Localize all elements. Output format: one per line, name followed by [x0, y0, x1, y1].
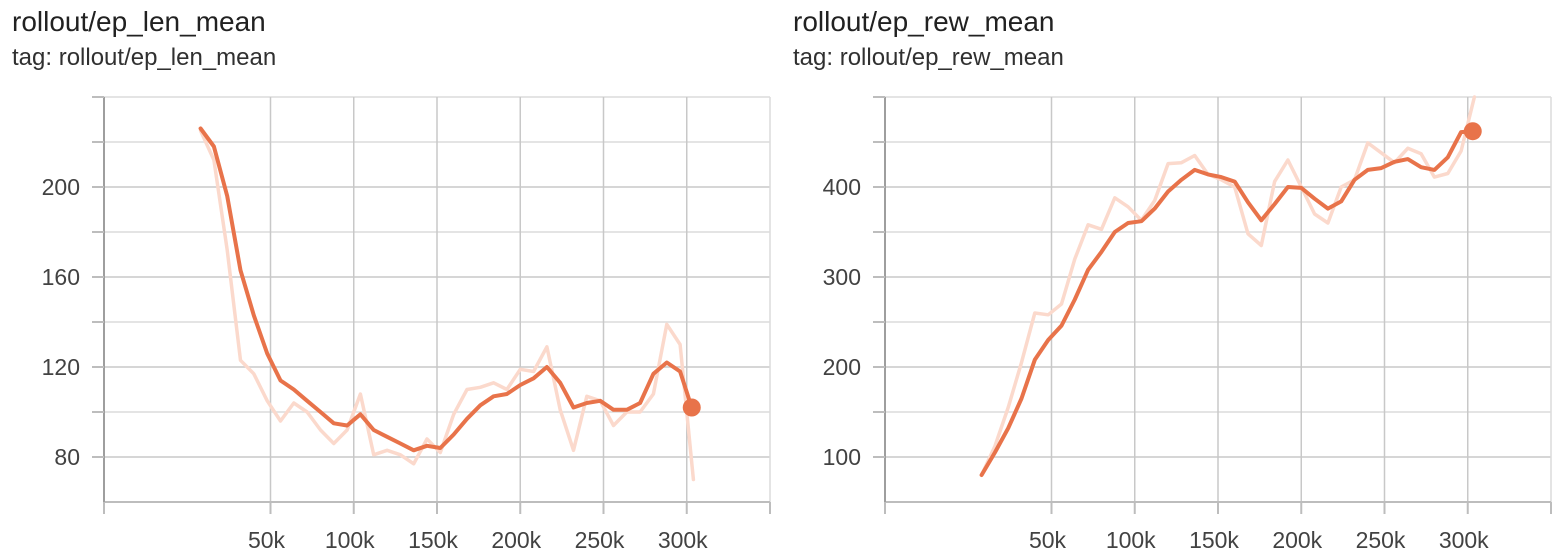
chart-title: rollout/ep_rew_mean: [793, 6, 1055, 37]
x-tick-label: 150k: [1189, 527, 1239, 553]
x-tick-label: 50k: [248, 527, 286, 553]
x-tick-label: 200k: [1272, 527, 1322, 553]
chart-tag: tag: rollout/ep_rew_mean: [793, 44, 1064, 71]
chart-tag: tag: rollout/ep_len_mean: [12, 44, 277, 71]
series-line-raw: [979, 95, 1477, 477]
y-tick-label: 200: [823, 354, 861, 380]
y-tick-label: 120: [42, 354, 80, 380]
x-tick-label: 150k: [408, 527, 458, 553]
line-chart-ep-len-mean[interactable]: 50k 100k 150k 200k 250k 300k 80 120 160 200: [0, 0, 781, 560]
series-line-smoothed: [198, 126, 694, 453]
x-tick-label: 100k: [325, 527, 375, 553]
y-tick-label: 80: [54, 444, 80, 470]
x-tick-label: 300k: [658, 527, 708, 553]
last-value-point: [1463, 122, 1482, 141]
y-tick-label: 400: [823, 174, 861, 200]
y-tick-label: 100: [823, 444, 861, 470]
series-line-smoothed: [979, 129, 1475, 477]
y-tick-label: 200: [42, 174, 80, 200]
chart-panel-ep-rew-mean: rollout/ep_rew_mean tag: rollout/ep_rew_…: [781, 0, 1562, 560]
x-tick-label: 300k: [1439, 527, 1489, 553]
chart-title: rollout/ep_len_mean: [12, 6, 266, 37]
line-chart-ep-rew-mean[interactable]: 50k 100k 150k 200k 250k 300k 100 200 300 400: [781, 0, 1562, 560]
y-tick-label: 160: [42, 264, 80, 290]
x-tick-label: 100k: [1106, 527, 1156, 553]
x-tick-label: 250k: [575, 527, 625, 553]
last-value-point: [682, 398, 701, 417]
chart-panel-ep-len-mean: rollout/ep_len_mean tag: rollout/ep_len_…: [0, 0, 781, 560]
x-tick-label: 250k: [1356, 527, 1406, 553]
x-tick-label: 200k: [491, 527, 541, 553]
y-tick-label: 300: [823, 264, 861, 290]
series-line-raw: [198, 129, 696, 482]
x-tick-label: 50k: [1029, 527, 1067, 553]
